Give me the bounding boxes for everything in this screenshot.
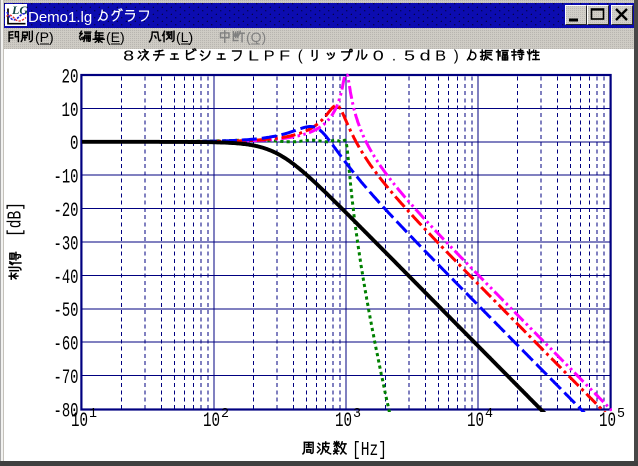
svg-text:20: 20 — [62, 66, 79, 89]
svg-text:(P): (P) — [35, 29, 54, 45]
svg-text:-10: -10 — [54, 167, 79, 190]
svg-text:): ) — [454, 48, 459, 65]
svg-text:5: 5 — [404, 48, 415, 65]
svg-text:10: 10 — [599, 410, 616, 433]
svg-text:-50: -50 — [54, 300, 79, 323]
svg-text:(E): (E) — [106, 29, 125, 45]
svg-text:F: F — [279, 48, 290, 65]
svg-text:d: d — [420, 48, 431, 65]
svg-text:3: 3 — [353, 406, 361, 422]
svg-text:4: 4 — [485, 406, 493, 422]
svg-text:1: 1 — [89, 406, 97, 422]
svg-text:5: 5 — [617, 406, 625, 422]
svg-text:(: ( — [298, 48, 303, 65]
svg-text:10: 10 — [335, 410, 352, 433]
svg-text:0: 0 — [70, 133, 79, 156]
svg-text:-70: -70 — [54, 367, 79, 390]
svg-text:10: 10 — [62, 100, 79, 123]
svg-text:-80: -80 — [54, 400, 79, 423]
svg-text:(Q): (Q) — [246, 29, 266, 45]
svg-text:10: 10 — [467, 410, 484, 433]
svg-text:0: 0 — [373, 48, 384, 65]
svg-text:-60: -60 — [54, 334, 79, 357]
svg-text:B: B — [435, 48, 446, 65]
svg-text:-40: -40 — [54, 267, 79, 290]
svg-text:-20: -20 — [54, 200, 79, 223]
svg-text:P: P — [264, 48, 275, 65]
svg-text:10: 10 — [203, 410, 220, 433]
svg-text:[dB]: [dB] — [5, 202, 27, 237]
svg-text:Demo1.lg: Demo1.lg — [28, 9, 92, 26]
svg-text:L: L — [248, 48, 259, 65]
svg-text:-30: -30 — [54, 233, 79, 256]
svg-text:10: 10 — [71, 410, 88, 433]
svg-text:8: 8 — [123, 48, 134, 65]
svg-text:2: 2 — [221, 406, 229, 422]
svg-text:[Hz]: [Hz] — [352, 439, 387, 461]
svg-text:(L): (L) — [176, 29, 193, 45]
svg-text:.: . — [392, 48, 396, 65]
